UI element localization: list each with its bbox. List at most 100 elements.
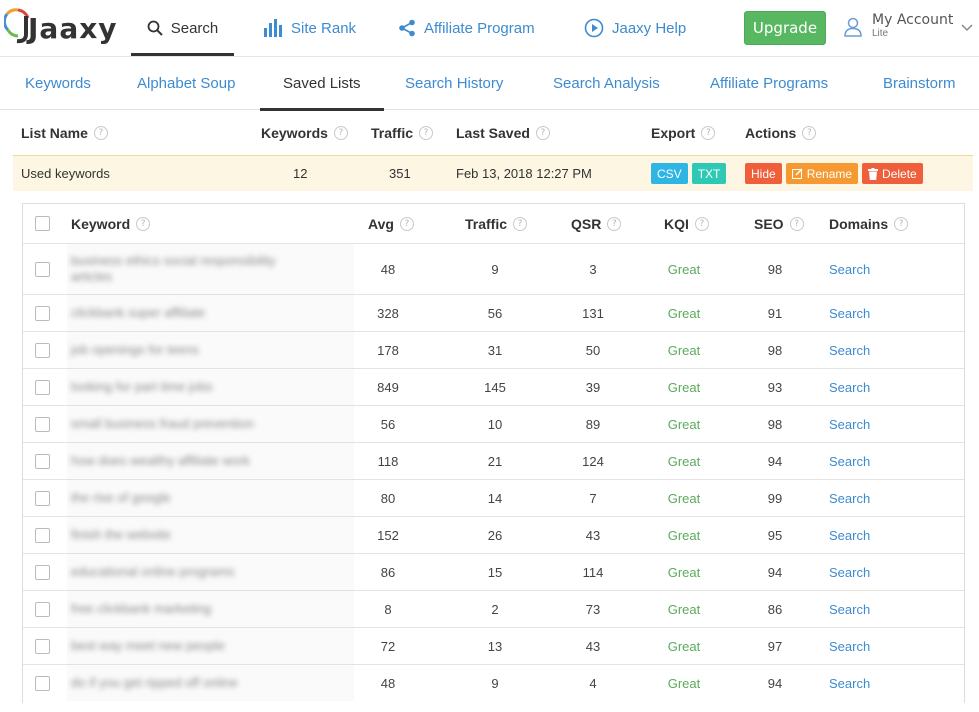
help-icon[interactable]: ?	[607, 216, 622, 231]
upgrade-button[interactable]: Upgrade	[744, 11, 826, 45]
help-icon[interactable]: ?	[802, 126, 817, 140]
table-row[interactable]: finish the website 152 26 43 Great 95 Se…	[23, 516, 964, 553]
help-icon[interactable]: ?	[399, 216, 414, 231]
nav-site-rank[interactable]: Site Rank	[263, 0, 356, 56]
help-icon[interactable]: ?	[513, 216, 528, 231]
help-icon[interactable]: ?	[701, 126, 716, 140]
domains-search-link[interactable]: Search	[829, 261, 871, 277]
help-icon[interactable]: ?	[694, 216, 709, 231]
qsr-value: 50	[585, 342, 601, 358]
traffic-value: 14	[487, 490, 503, 506]
table-row[interactable]: clickbank super affiliate 328 56 131 Gre…	[23, 294, 964, 331]
nav-affiliate-program[interactable]: Affiliate Program	[398, 0, 535, 56]
domains-search-link[interactable]: Search	[829, 305, 871, 321]
domains-search-link[interactable]: Search	[829, 342, 871, 358]
keyword-text[interactable]: job openings for teens	[71, 342, 199, 357]
th-avg[interactable]: Avg?	[368, 204, 414, 243]
tab-keywords[interactable]: Keywords	[25, 75, 91, 92]
keyword-cell-bg	[67, 295, 354, 331]
domains-search-link[interactable]: Search	[829, 453, 871, 469]
tab-alphabet-soup[interactable]: Alphabet Soup	[137, 75, 236, 92]
help-icon[interactable]: ?	[789, 216, 804, 231]
export-txt-button[interactable]: TXT	[691, 163, 727, 184]
tab-brainstorm[interactable]: Brainstorm	[883, 75, 956, 92]
list-last-saved: Feb 13, 2018 12:27 PM	[456, 166, 592, 181]
help-icon[interactable]: ?	[93, 126, 108, 140]
row-checkbox[interactable]	[35, 379, 50, 395]
help-icon[interactable]: ?	[535, 126, 550, 140]
table-row[interactable]: the rise of google 80 14 7 Great 99 Sear…	[23, 479, 964, 516]
table-row[interactable]: business ethics social responsibility ar…	[23, 243, 964, 294]
tab-search-history[interactable]: Search History	[405, 75, 504, 92]
keyword-text[interactable]: the rise of google	[71, 490, 171, 505]
tab-affiliate-programs[interactable]: Affiliate Programs	[710, 75, 829, 92]
list-keyword-count: 12	[293, 166, 308, 181]
keyword-text[interactable]: educational online programs	[71, 564, 235, 579]
table-row[interactable]: looking for part time jobs 849 145 39 Gr…	[23, 368, 964, 405]
domains-search-link[interactable]: Search	[829, 564, 871, 580]
row-checkbox[interactable]	[35, 416, 50, 432]
delete-button[interactable]: Delete	[862, 163, 923, 184]
account-menu[interactable]: My Account Lite	[844, 12, 973, 40]
th-keyword[interactable]: Keyword?	[71, 204, 151, 243]
keyword-text[interactable]: best way meet new people	[71, 638, 225, 653]
keyword-text[interactable]: finish the website	[71, 527, 171, 542]
help-icon[interactable]: ?	[894, 216, 909, 231]
domains-search-link[interactable]: Search	[829, 416, 871, 432]
hide-button[interactable]: Hide	[745, 163, 782, 184]
row-checkbox[interactable]	[35, 638, 50, 654]
nav-search[interactable]: Search	[131, 0, 234, 56]
jaaxy-logo[interactable]: Jaaxy	[2, 6, 118, 46]
th-qsr[interactable]: QSR?	[571, 204, 622, 243]
table-row[interactable]: educational online programs 86 15 114 Gr…	[23, 553, 964, 590]
keyword-text[interactable]: free clickbank marketing	[71, 601, 212, 616]
domains-search-link[interactable]: Search	[829, 527, 871, 543]
row-checkbox[interactable]	[35, 453, 50, 469]
domains-search-link[interactable]: Search	[829, 490, 871, 506]
user-icon	[844, 17, 862, 40]
th-domains[interactable]: Domains?	[829, 204, 909, 243]
keyword-text[interactable]: looking for part time jobs	[71, 379, 213, 394]
keyword-text[interactable]: how does wealthy affiliate work	[71, 453, 250, 468]
row-checkbox[interactable]	[35, 305, 50, 321]
help-icon[interactable]: ?	[419, 126, 434, 140]
domains-search-link[interactable]: Search	[829, 675, 871, 691]
domains-search-link[interactable]: Search	[829, 379, 871, 395]
nav-jaaxy-help[interactable]: Jaaxy Help	[584, 0, 686, 56]
domains-search-link[interactable]: Search	[829, 601, 871, 617]
tab-saved-lists[interactable]: Saved Lists	[260, 57, 383, 111]
saved-list-row[interactable]: Used keywords 12 351 Feb 13, 2018 12:27 …	[13, 155, 973, 191]
row-checkbox[interactable]	[35, 601, 50, 617]
keyword-text[interactable]: do if you get ripped off online	[71, 675, 238, 690]
select-all-checkbox[interactable]	[35, 216, 50, 231]
export-csv-button[interactable]: CSV	[651, 163, 688, 184]
row-checkbox[interactable]	[35, 527, 50, 543]
row-checkbox[interactable]	[35, 490, 50, 506]
help-icon[interactable]: ?	[333, 126, 348, 140]
row-checkbox[interactable]	[35, 342, 50, 358]
table-row[interactable]: how does wealthy affiliate work 118 21 1…	[23, 442, 964, 479]
table-row[interactable]: free clickbank marketing 8 2 73 Great 86…	[23, 590, 964, 627]
th-seo[interactable]: SEO?	[754, 204, 804, 243]
th-traffic[interactable]: Traffic?	[465, 204, 528, 243]
keyword-text[interactable]: small business fraud prevention	[71, 416, 254, 431]
keyword-cell-bg	[67, 480, 354, 516]
tab-search-analysis[interactable]: Search Analysis	[553, 75, 660, 92]
table-row[interactable]: job openings for teens 178 31 50 Great 9…	[23, 331, 964, 368]
list-name[interactable]: Used keywords	[21, 166, 110, 181]
help-icon[interactable]: ?	[136, 216, 151, 231]
row-checkbox[interactable]	[35, 675, 50, 691]
rename-button[interactable]: Rename	[785, 163, 859, 184]
row-checkbox[interactable]	[35, 261, 50, 277]
table-row[interactable]: best way meet new people 72 13 43 Great …	[23, 627, 964, 664]
qsr-value: 131	[582, 305, 604, 321]
table-row[interactable]: small business fraud prevention 56 10 89…	[23, 405, 964, 442]
th-kqi[interactable]: KQI?	[664, 204, 709, 243]
keyword-text[interactable]: clickbank super affiliate	[71, 305, 206, 320]
keyword-text[interactable]: business ethics social responsibility ar…	[71, 253, 276, 284]
row-checkbox-cell	[35, 591, 50, 627]
keyword-cell-bg	[67, 554, 354, 590]
table-row[interactable]: do if you get ripped off online 48 9 4 G…	[23, 664, 964, 701]
row-checkbox[interactable]	[35, 564, 50, 580]
domains-search-link[interactable]: Search	[829, 638, 871, 654]
